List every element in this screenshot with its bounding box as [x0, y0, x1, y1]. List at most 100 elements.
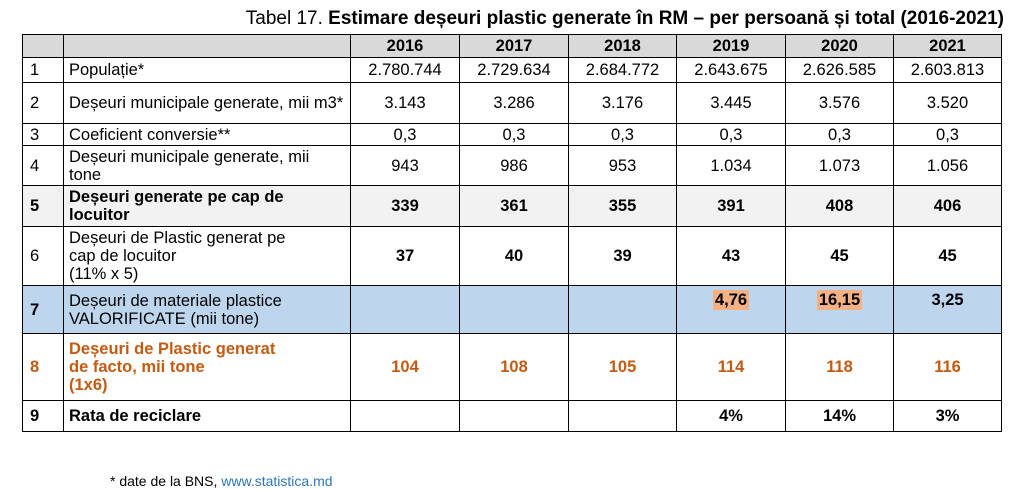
row-label-line: Deșeuri de Plastic generat pe [69, 229, 286, 247]
table-cell: 986 [459, 145, 569, 186]
table-cell: 0,3 [676, 123, 786, 146]
table-cell: 45 [893, 226, 1002, 286]
table-cell: 3.520 [893, 82, 1002, 124]
row-label-line: cap de locuitor [69, 247, 177, 265]
highlighted-cell: 16,15 [785, 285, 894, 334]
table-cell: 408 [785, 185, 894, 227]
row-number: 4 [22, 145, 64, 186]
table-row: 9 Rata de reciclare 4% 14% 3% [22, 400, 1002, 432]
table-cell: 3.176 [568, 82, 677, 124]
table-cell [459, 285, 569, 334]
table-cell: 39 [568, 226, 677, 286]
highlight-value: 16,15 [816, 290, 863, 310]
row-label: Deșeuri de materiale plastice VALORIFICAT… [63, 285, 351, 334]
table-cell: 0,3 [893, 123, 1002, 146]
table-row: 3 Coeficient conversie** 0,3 0,3 0,3 0,3… [22, 123, 1002, 146]
row-label: Deșeuri municipale generate, mii m3* [63, 82, 351, 124]
row-label: Coeficient conversie** [63, 123, 351, 146]
data-table: 2016 2017 2018 2019 2020 2021 1 Populați… [22, 34, 1002, 432]
header-year: 2018 [568, 34, 677, 58]
table-cell: 1.056 [893, 145, 1002, 186]
row-number: 9 [22, 400, 64, 432]
row-label: Deșeuri de Plastic generat de facto, mii … [63, 333, 351, 401]
table-cell: 391 [676, 185, 786, 227]
table-cell: 3.143 [350, 82, 460, 124]
table-cell: 4% [676, 400, 786, 432]
table-cell: 37 [350, 226, 460, 286]
table-cell: 3.576 [785, 82, 894, 124]
table-cell [568, 285, 677, 334]
table-cell: 2.780.744 [350, 57, 460, 83]
table-cell [350, 285, 460, 334]
table-cell: 2.684.772 [568, 57, 677, 83]
header-year: 2020 [785, 34, 894, 58]
table-cell: 114 [676, 333, 786, 401]
table-row: 4 Deșeuri municipale generate, mii tone … [22, 145, 1002, 186]
footnote-text: * date de la BNS, [110, 473, 222, 489]
table-cell: 0,3 [568, 123, 677, 146]
table-cell: 118 [785, 333, 894, 401]
table-cell: 108 [459, 333, 569, 401]
row-label: Rata de reciclare [63, 400, 351, 432]
table-cell: 2.643.675 [676, 57, 786, 83]
table-cell: 3% [893, 400, 1002, 432]
table-cell: 355 [568, 185, 677, 227]
row-number: 3 [22, 123, 64, 146]
table-row: 7 Deșeuri de materiale plastice VALORIFIC… [22, 285, 1002, 334]
table-cell: 3.286 [459, 82, 569, 124]
table-cell [459, 400, 569, 432]
table-row: 5 Deșeuri generate pe cap de locuitor 33… [22, 185, 1002, 227]
row-label-line: Deșeuri de materiale plastice [69, 291, 282, 310]
table-row: 8 Deșeuri de Plastic generat de facto, mi… [22, 333, 1002, 401]
table-cell: 40 [459, 226, 569, 286]
row-number: 2 [22, 82, 64, 124]
header-cell-label [63, 34, 351, 58]
table-row: 1 Populație* 2.780.744 2.729.634 2.684.7… [22, 57, 1002, 83]
header-year: 2017 [459, 34, 569, 58]
row-label: Populație* [63, 57, 351, 83]
table-cell: 43 [676, 226, 786, 286]
table-cell: 2.626.585 [785, 57, 894, 83]
table-cell: 104 [350, 333, 460, 401]
table-row: 2 Deșeuri municipale generate, mii m3* 3… [22, 82, 1002, 124]
table-cell: 361 [459, 185, 569, 227]
row-number: 5 [22, 185, 64, 227]
caption-title: Estimare deșeuri plastic generate în RM … [328, 8, 1004, 29]
footnote: * date de la BNS, www.statistica.md [110, 474, 333, 488]
row-number: 6 [22, 226, 64, 286]
table-cell [568, 400, 677, 432]
row-label-line: (11% x 5) [69, 265, 139, 283]
table-cell: 0,3 [785, 123, 894, 146]
row-label-line: VALORIFICATE (mii tone) [69, 309, 260, 328]
row-label: Deșeuri municipale generate, mii tone [63, 145, 351, 186]
table-cell: 105 [568, 333, 677, 401]
row-label-line: (1x6) [69, 376, 108, 394]
row-number: 7 [22, 285, 64, 334]
highlight-value: 4,76 [712, 290, 750, 310]
table-cell: 3.445 [676, 82, 786, 124]
footnote-link[interactable]: www.statistica.md [221, 473, 333, 489]
row-number: 1 [22, 57, 64, 83]
table-cell: 1.073 [785, 145, 894, 186]
row-label: Deșeuri de Plastic generat pe cap de locu… [63, 226, 351, 286]
table-cell: 3,25 [893, 285, 1002, 334]
row-label-line: de facto, mii tone [69, 358, 205, 376]
table-cell: 406 [893, 185, 1002, 227]
table-row: 6 Deșeuri de Plastic generat pe cap de lo… [22, 226, 1002, 286]
table-caption: Tabel 17. Estimare deșeuri plastic gener… [0, 8, 1004, 30]
table-cell: 943 [350, 145, 460, 186]
table-cell: 0,3 [350, 123, 460, 146]
table-cell: 2.729.634 [459, 57, 569, 83]
table-cell: 116 [893, 333, 1002, 401]
header-year: 2019 [676, 34, 786, 58]
header-row: 2016 2017 2018 2019 2020 2021 [22, 34, 1002, 58]
header-year: 2021 [893, 34, 1002, 58]
table-cell: 0,3 [459, 123, 569, 146]
table-cell [350, 400, 460, 432]
header-cell-no [22, 34, 64, 58]
table-cell: 45 [785, 226, 894, 286]
table-cell: 1.034 [676, 145, 786, 186]
caption-prefix: Tabel 17. [245, 8, 329, 29]
row-label-line: Deșeuri de Plastic generat [69, 340, 276, 358]
highlighted-cell: 4,76 [676, 285, 786, 334]
